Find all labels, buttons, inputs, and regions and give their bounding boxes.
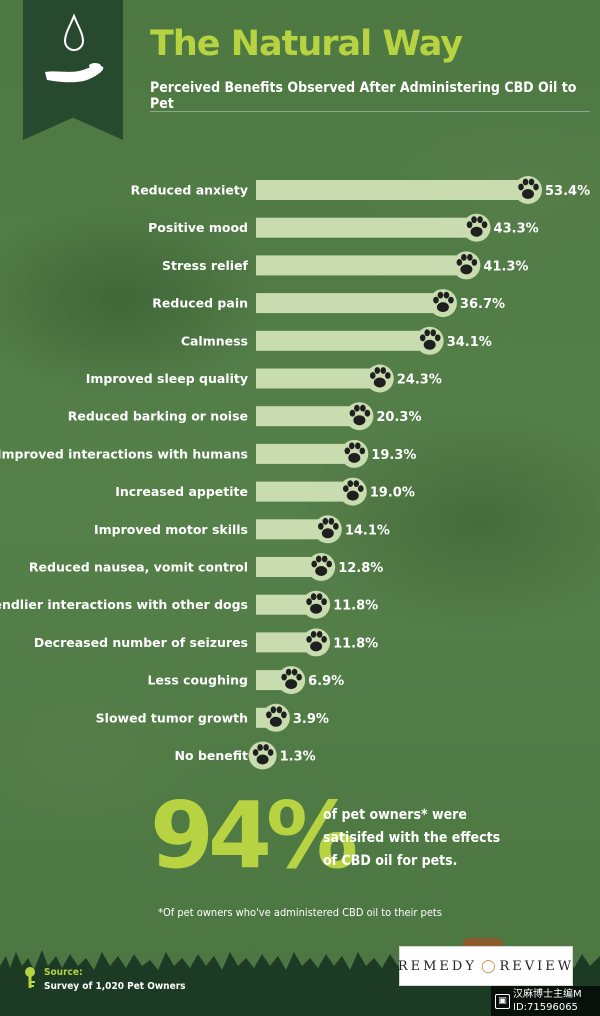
paw-icon: [302, 628, 331, 657]
paw-icon: [313, 515, 342, 544]
category-label: No benefit: [175, 748, 248, 763]
paw-icon: [452, 251, 481, 280]
category-label: Reduced pain: [152, 296, 248, 311]
category-label: Stress relief: [162, 258, 249, 273]
category-label: Decreased number of seizures: [34, 635, 248, 650]
value-label: 11.8%: [333, 599, 378, 614]
paw-icon: [365, 364, 394, 393]
bar: [256, 557, 322, 577]
category-label: Friendlier interactions with other dogs: [0, 597, 248, 612]
watermark-icon: ▣: [495, 994, 510, 1009]
paw-icon: [514, 176, 542, 204]
category-label: Less coughing: [147, 673, 248, 688]
value-label: 3.9%: [293, 712, 329, 727]
value-label: 24.3%: [397, 373, 442, 388]
bar: [256, 443, 355, 464]
value-label: 53.4%: [545, 184, 590, 199]
header-banner: [23, 0, 123, 140]
source-block: Source: Survey of 1,020 Pet Owners: [44, 966, 185, 994]
big-stat-value: 94%: [150, 782, 358, 889]
big-stat-text: of pet owners* were satisifed with the e…: [323, 807, 501, 869]
paw-icon: [261, 703, 290, 732]
category-label: Slowed tumor growth: [96, 710, 248, 725]
value-label: 14.1%: [345, 523, 390, 538]
paw-icon: [428, 289, 457, 318]
watermark-line2: ID:71596065: [513, 1002, 578, 1013]
water-drop-icon: [63, 13, 85, 51]
bar: [256, 293, 443, 314]
source-label: Source:: [44, 967, 83, 978]
value-label: 19.0%: [370, 486, 415, 501]
bar: [256, 406, 360, 427]
bar: [256, 217, 477, 238]
value-label: 43.3%: [494, 222, 539, 237]
value-label: 11.8%: [333, 636, 378, 651]
bar: [256, 368, 380, 389]
footnote: *Of pet owners who've administered CBD o…: [158, 906, 442, 919]
value-label: 20.3%: [376, 410, 421, 425]
remedy-review-logo: REMEDY ◯ REVIEW: [397, 946, 575, 986]
value-label: 36.7%: [460, 297, 505, 312]
page-title: The Natural Way: [150, 24, 463, 64]
bar: [256, 594, 317, 615]
category-label: Calmness: [181, 333, 248, 348]
header-divider: [150, 111, 590, 112]
category-label: Improved interactions with humans: [0, 446, 248, 461]
value-label: 12.8%: [338, 561, 383, 576]
value-label: 6.9%: [308, 674, 344, 689]
paw-icon: [415, 326, 444, 355]
paw-icon: [338, 477, 367, 506]
bar: [256, 255, 467, 276]
category-label: Reduced nausea, vomit control: [29, 560, 248, 575]
value-label: 19.3%: [371, 448, 416, 463]
drop-logo-icon: ◯: [480, 958, 496, 974]
source-text: Survey of 1,020 Pet Owners: [44, 981, 186, 992]
paw-icon: [248, 741, 277, 770]
page-subtitle: Perceived Benefits Observed After Admini…: [150, 80, 577, 112]
value-label: 1.3%: [280, 750, 316, 765]
hand-icon: [45, 65, 104, 83]
bar: [256, 481, 353, 502]
paw-icon: [340, 439, 369, 468]
watermark-line1: 汉麻博士主编M: [513, 989, 582, 1000]
category-label: Improved motor skills: [94, 522, 248, 537]
category-label: Improved sleep quality: [86, 371, 248, 386]
paw-icon: [302, 590, 331, 619]
watermark: ▣ 汉麻博士主编M ID:71596065: [491, 986, 600, 1016]
value-label: 41.3%: [483, 259, 528, 274]
value-label: 34.1%: [447, 335, 492, 350]
brand-left: REMEDY: [397, 958, 477, 974]
category-label: Positive mood: [148, 220, 248, 235]
bar: [256, 330, 430, 351]
category-label: Reduced barking or noise: [68, 409, 248, 424]
hand-drop-icon: [45, 13, 104, 83]
category-label: Reduced anxiety: [131, 183, 248, 198]
key-icon: [25, 967, 35, 988]
paw-icon: [462, 213, 491, 242]
bar: [256, 632, 317, 653]
paw-icon: [307, 553, 336, 581]
category-label: Increased appetite: [115, 484, 248, 499]
benefits-bar-chart: Reduced anxiety 53.4% Positive mood 43.3% St…: [0, 176, 590, 770]
bar: [256, 180, 528, 200]
paw-icon: [345, 402, 374, 431]
bar: [256, 519, 328, 540]
brand-right: REVIEW: [499, 958, 575, 974]
paw-icon: [277, 666, 306, 695]
